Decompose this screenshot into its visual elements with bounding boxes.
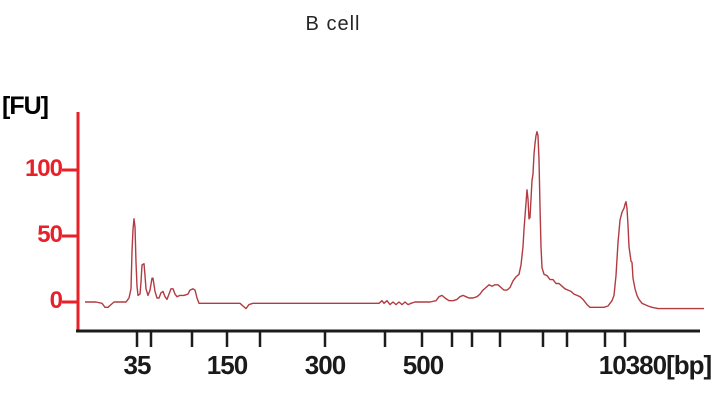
y-tick-label: 0 [49, 287, 63, 314]
chart-title: B cell [305, 13, 361, 35]
x-tick-label: 150 [206, 350, 248, 380]
y-tick-label: 100 [24, 155, 63, 182]
x-tick-label: 300 [304, 350, 346, 380]
y-tick-label: 50 [37, 221, 63, 248]
x-tick-label: 35 [123, 350, 152, 380]
x-tick-label: 500 [402, 350, 444, 380]
x-tick-label: 10380[bp] [598, 350, 712, 380]
y-axis-unit-label: [FU] [2, 92, 49, 120]
electropherogram-trace [85, 130, 704, 310]
